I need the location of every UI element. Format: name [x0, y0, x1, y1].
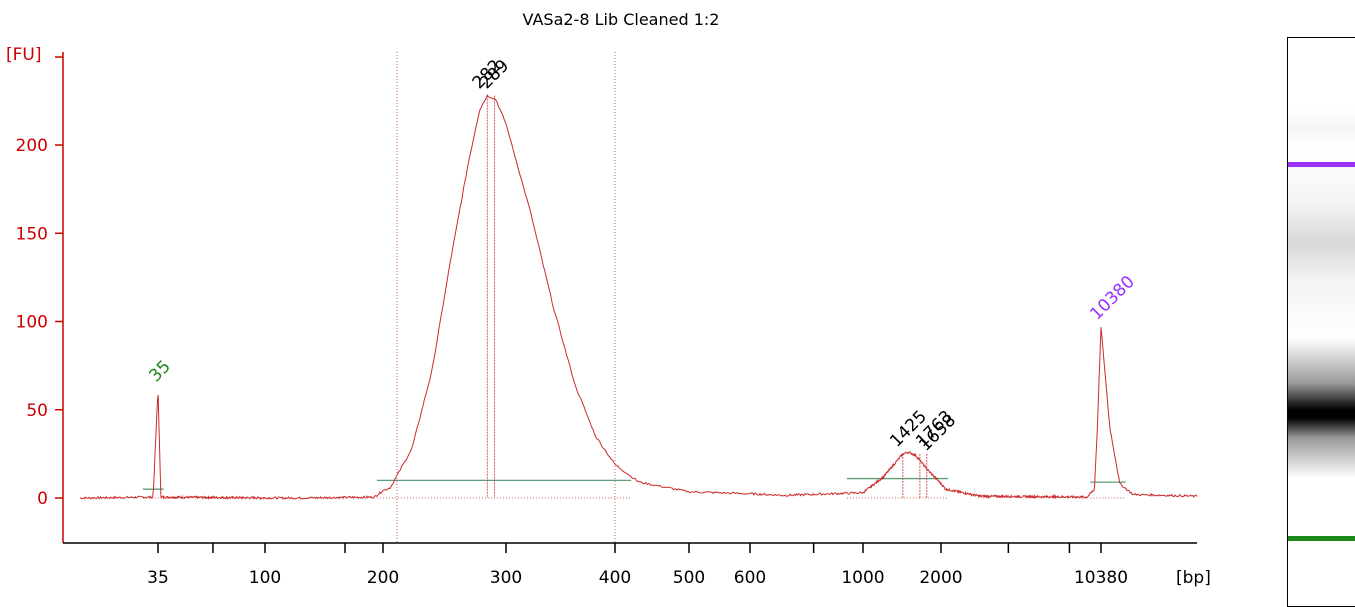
y-axis-label: [FU]: [6, 45, 42, 65]
y-tick-label: 0: [37, 489, 48, 509]
x-tick-label: 200: [367, 568, 399, 588]
x-tick-labels: 35 100 200 300 400 500 600 1000 2000 10380: [147, 568, 1128, 588]
peak-marker-lines: [486, 95, 928, 498]
x-tick-label: 500: [673, 568, 705, 588]
electropherogram: VASa2-8 Lib Cleaned 1:2 [FU] [bp] 0 50 100…: [6, 10, 1211, 588]
x-tick-label: 10380: [1074, 568, 1128, 588]
axes: [55, 52, 1197, 553]
x-tick-label: 2000: [919, 568, 962, 588]
peak-label: 35: [145, 357, 174, 386]
upper-marker-band: [1288, 162, 1355, 167]
x-axis-label: [bp]: [1176, 568, 1211, 588]
y-tick-label: 150: [16, 224, 48, 244]
x-tick-label: 35: [147, 568, 169, 588]
chart-title: VASa2-8 Lib Cleaned 1:2: [523, 10, 720, 29]
gel-lane-image: [1287, 37, 1355, 607]
x-tick-label: 400: [599, 568, 631, 588]
y-tick-labels: 0 50 100 150 200: [16, 136, 48, 509]
x-tick-label: 600: [734, 568, 766, 588]
peak-label: 10380: [1086, 272, 1138, 324]
fluorescence-trace: [79, 94, 1198, 501]
x-tick-label: 300: [490, 568, 522, 588]
y-tick-label: 100: [16, 313, 48, 333]
x-tick-label: 1000: [841, 568, 884, 588]
x-tick-label: 100: [249, 568, 281, 588]
region-boundary-lines: [396, 52, 616, 543]
y-tick-label: 50: [26, 401, 48, 421]
y-tick-label: 200: [16, 136, 48, 156]
lower-marker-band: [1288, 536, 1355, 541]
